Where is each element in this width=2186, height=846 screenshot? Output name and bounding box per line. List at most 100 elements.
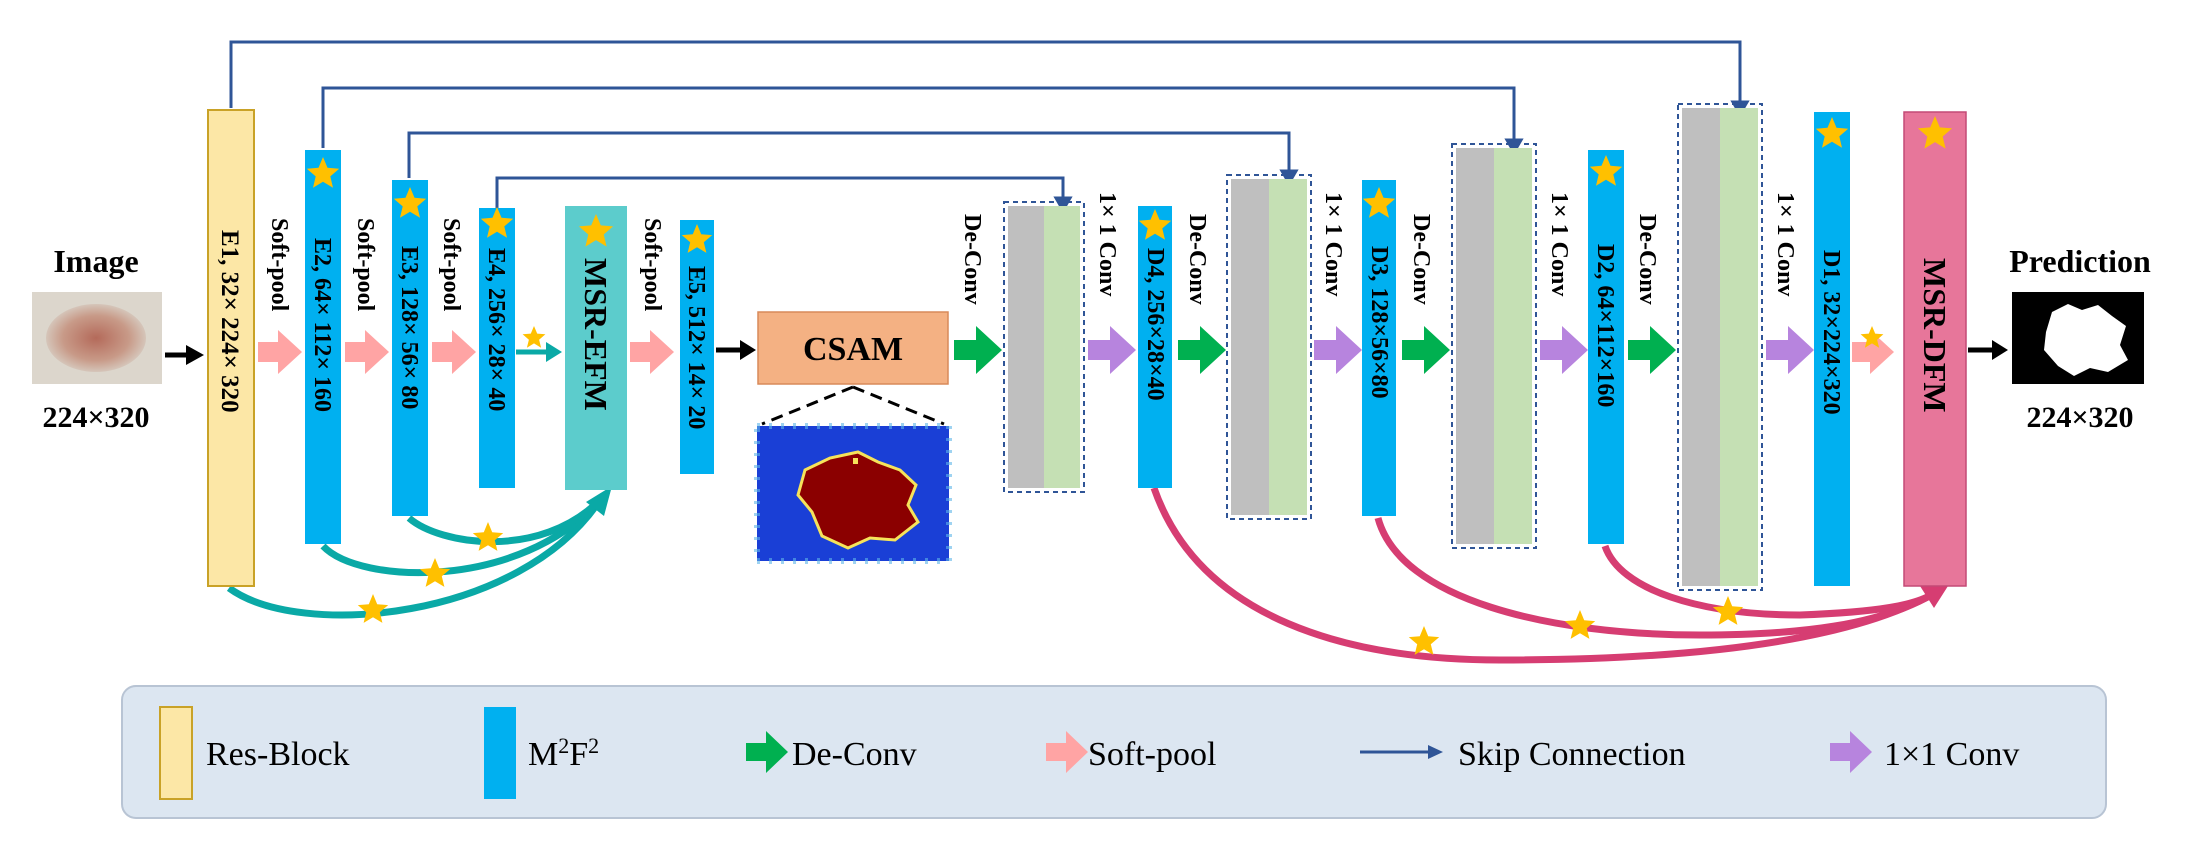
- star-fuse-e1-icon: [357, 594, 389, 623]
- conv1x1-arrow-2: [1314, 326, 1362, 374]
- d1-label: D1, 32×224×320: [1818, 250, 1844, 415]
- fuse-curve-e1-efm: [226, 498, 603, 619]
- fuse-curve-d2-dfm: [1601, 544, 1935, 619]
- star-efm-icon: [578, 214, 614, 247]
- legend-skip-label: Skip Connection: [1458, 736, 1686, 773]
- conv1x1-label-2: 1× 1 Conv: [1320, 192, 1346, 296]
- legend-m2f2-f: F: [569, 736, 588, 773]
- input-arrowhead: [186, 345, 204, 365]
- legend-softpool-label: Soft-pool: [1088, 736, 1216, 773]
- skip-connection-e1-d1: [229, 40, 1742, 108]
- e4-to-efm-arrowhead: [546, 342, 562, 362]
- softpool-label-4: Soft-pool: [639, 218, 665, 312]
- skip-connection-e4-d4: [495, 176, 1065, 208]
- softpool-arrow-efm-e5: [630, 330, 674, 374]
- legend-res-block-label: Res-Block: [206, 736, 350, 773]
- concat-block-1-skip: [1720, 108, 1758, 586]
- prediction-mask-region: [2044, 304, 2128, 376]
- concat-block-1: [1677, 103, 1763, 591]
- prediction-title: Prediction: [2009, 243, 2151, 279]
- star-d4-icon: [1138, 209, 1172, 240]
- e5-label: E5, 512× 14× 20: [683, 266, 709, 429]
- csam-module: [757, 311, 949, 385]
- deconv-arrow-3: [1402, 326, 1450, 374]
- concat-block-2-upsampled: [1456, 148, 1494, 544]
- legend-softpool-arrow: [1046, 731, 1088, 773]
- legend-m2f2-label: M2F2: [528, 733, 599, 773]
- concat-block-2-skip: [1494, 148, 1532, 544]
- conv1x1-arrow-4: [1766, 326, 1814, 374]
- legend-box: [121, 685, 2107, 819]
- input-image: [32, 292, 162, 384]
- star-e4-icon: [480, 207, 514, 238]
- stars-layer: [306, 116, 1953, 655]
- input-image-lesion: [46, 304, 146, 372]
- deconv-label-2: De-Conv: [1184, 214, 1210, 305]
- legend-m2f2-swatch: [484, 707, 516, 799]
- star-e4-out-icon: [522, 326, 546, 348]
- softpool-label-3: Soft-pool: [438, 218, 464, 312]
- conv1x1-label-1: 1× 1 Conv: [1094, 192, 1120, 296]
- d3-m2f2-block: [1362, 180, 1396, 516]
- star-d1-out-icon: [1860, 326, 1884, 348]
- concat-block-4-upsampled: [1008, 206, 1044, 488]
- star-d1-icon: [1815, 117, 1849, 148]
- concat-block-4-frame: [1003, 201, 1085, 493]
- e1-res-block: [207, 109, 255, 587]
- deconv-label-3: De-Conv: [1408, 214, 1434, 305]
- concat-block-4: [1003, 201, 1085, 493]
- e4-m2f2-block: [479, 208, 515, 488]
- concat-block-1-frame: [1677, 103, 1763, 591]
- deconv-label-1: De-Conv: [959, 214, 985, 305]
- input-image-size: 224×320: [42, 401, 149, 434]
- star-fuse-d3-icon: [1564, 610, 1596, 639]
- star-fuse-e2-icon: [419, 558, 451, 587]
- e5-m2f2-block: [680, 220, 714, 474]
- legend-skip-arrowhead: [1428, 745, 1443, 759]
- legend-deconv-label: De-Conv: [792, 736, 917, 773]
- msr-dfm-module: [1903, 111, 1967, 587]
- concat-block-4-skip: [1044, 206, 1080, 488]
- msr-efm-module: [565, 206, 627, 490]
- conv1x1-label-3: 1× 1 Conv: [1546, 192, 1572, 296]
- csam-attention-map: [754, 423, 952, 564]
- concat-block-2: [1451, 143, 1537, 549]
- star-dfm-icon: [1917, 116, 1953, 149]
- fuse-curve-d4-dfm: [1150, 486, 1935, 664]
- e2-m2f2-block: [305, 150, 341, 544]
- csam-label: CSAM: [803, 331, 903, 368]
- conv1x1-arrow-1: [1088, 326, 1136, 374]
- skip-connection-e3-d3: [407, 131, 1291, 178]
- skip-connections: [229, 40, 1750, 213]
- d4-m2f2-block: [1138, 206, 1172, 488]
- prediction-mask: [2012, 292, 2144, 384]
- decoder-fusion-connections: [1150, 486, 1948, 664]
- legend-m2f2-sup2: 2: [588, 733, 599, 758]
- softpool-label-2: Soft-pool: [352, 218, 378, 312]
- softpool-arrow-e1-e2: [258, 330, 302, 374]
- concat-block-3-skip: [1269, 179, 1307, 515]
- csam-zoom-line-left: [761, 385, 854, 426]
- legend-deconv-arrow: [746, 731, 788, 773]
- dfm-to-output-arrowhead: [1992, 340, 2008, 360]
- attention-map-noise: [754, 423, 952, 564]
- star-e3-icon: [393, 187, 427, 218]
- conv1x1-arrow-3: [1540, 326, 1588, 374]
- concat-block-3: [1226, 174, 1312, 520]
- d2-m2f2-block: [1588, 150, 1624, 544]
- star-e5-icon: [681, 224, 713, 253]
- star-d3-icon: [1362, 187, 1396, 218]
- concat-block-2-frame: [1451, 143, 1537, 549]
- e4-label: E4, 256× 28× 40: [483, 248, 509, 411]
- msr-efm-label: MSR-EFM: [578, 258, 614, 411]
- e3-m2f2-block: [392, 180, 428, 516]
- msr-dfm-label: MSR-DFM: [1917, 258, 1953, 413]
- e1-label: E1, 32× 224× 320: [216, 230, 243, 413]
- legend-m2f2-m: M: [528, 736, 558, 773]
- fuse-arrowhead-dfm: [1920, 586, 1948, 608]
- legend: Res-Block M2F2 De-Conv Soft-pool Skip Co…: [121, 685, 2107, 819]
- e5-to-csam-arrowhead: [740, 340, 756, 360]
- deconv-arrow-4: [1628, 326, 1676, 374]
- e2-label: E2, 64× 112× 160: [309, 238, 335, 412]
